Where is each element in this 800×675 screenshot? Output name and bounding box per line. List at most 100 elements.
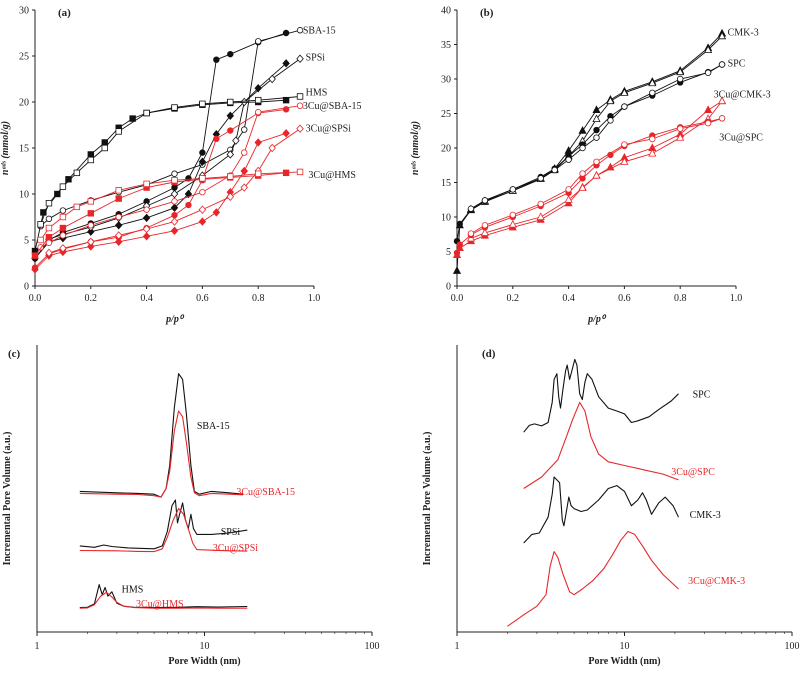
- desorption-point: [648, 148, 657, 157]
- desorption-point: [677, 75, 684, 83]
- desorption-point: [481, 197, 489, 204]
- panel-b: (b) 0 5 10 15 20 25 30 35 40 0.0 0.2 0.4 0.6 0.8 1.0 p/p…: [410, 6, 771, 326]
- desorption-point: [142, 224, 151, 234]
- desorption-point: [676, 132, 685, 141]
- adsorption-point: [198, 217, 207, 226]
- adsorption-point: [142, 232, 151, 241]
- adsorption-point: [282, 129, 290, 138]
- desorption-point: [232, 136, 240, 145]
- desorption-line: [470, 117, 723, 234]
- x-tick-label: 100: [785, 641, 800, 652]
- desorption-point: [296, 54, 304, 63]
- series-hms: [31, 93, 304, 255]
- adsorption-point: [456, 220, 463, 228]
- desorption-point: [607, 117, 614, 124]
- desorption-point: [481, 222, 489, 229]
- y-tick-label: 0: [24, 282, 29, 293]
- x-axis-label: Pore Width (nm): [168, 656, 240, 667]
- desorption-point: [296, 93, 304, 100]
- adsorption-point: [87, 227, 95, 236]
- series-spc: [523, 358, 679, 433]
- desorption-point: [115, 128, 122, 135]
- y-tick-label: 25: [441, 109, 451, 120]
- desorption-point: [579, 144, 586, 152]
- desorption-point: [676, 67, 685, 76]
- desorption-point: [101, 144, 108, 152]
- x-tick-label: 0.8: [674, 293, 687, 304]
- adsorption-point: [592, 105, 601, 114]
- series-label-spsi: SPSi: [221, 527, 241, 538]
- adsorption-point: [54, 190, 61, 198]
- desorption-point: [268, 74, 276, 84]
- series-label-3cu-hms: 3Cu@HMS: [308, 170, 356, 181]
- desorption-point: [254, 170, 262, 177]
- adsorption-point: [282, 106, 290, 113]
- panel-label: (c): [8, 348, 21, 360]
- desorption-point: [564, 195, 573, 203]
- panel-label: (a): [58, 7, 71, 19]
- desorption-point: [45, 215, 53, 223]
- series-3cu-hms: [79, 591, 248, 609]
- desorption-point: [536, 212, 545, 221]
- series-3cu-spc: [523, 401, 679, 489]
- panel-a: (a) 0 5 10 15 20 25 30 0.0 0.2 0.4 0.6 0.8 1.0 p/p⁰ nᵃᵈ…: [0, 6, 362, 326]
- desorption-point: [296, 27, 304, 34]
- series-label-3cu-spc: 3Cu@SPC: [671, 467, 715, 478]
- x-tick-label: 0.4: [140, 293, 153, 304]
- desorption-point: [579, 170, 586, 177]
- y-tick-label: 20: [441, 144, 451, 155]
- series-3cu-hms: [31, 168, 304, 259]
- desorption-point: [241, 149, 248, 156]
- desorption-line: [470, 100, 723, 239]
- desorption-point: [87, 237, 95, 247]
- series-3cu-sba-15: [79, 410, 244, 498]
- x-tick-label: 1.0: [308, 293, 321, 304]
- adsorption-point: [199, 149, 206, 156]
- x-tick-label: 0.2: [85, 293, 98, 304]
- desorption-point: [199, 175, 206, 182]
- desorption-point: [226, 150, 235, 159]
- desorption-line: [470, 64, 723, 210]
- x-tick-label: 10: [620, 641, 630, 652]
- series-label-3cu-spsi: 3Cu@SPSi: [306, 123, 352, 134]
- desorption-point: [240, 183, 248, 192]
- desorption-point: [648, 78, 657, 87]
- desorption-point: [198, 205, 207, 214]
- y-tick-label: 0: [446, 282, 451, 293]
- adsorption-point: [452, 266, 462, 274]
- desorption-point: [254, 96, 262, 104]
- y-axis-label: nᵃᵈˢ (mmol/g): [0, 121, 11, 175]
- desorption-point: [171, 198, 178, 205]
- desorption-point: [171, 104, 178, 111]
- adsorption-point: [129, 115, 136, 122]
- series-spc: [453, 61, 726, 245]
- desorption-line: [48, 58, 301, 240]
- y-axis-label: Incremental Pore Volume (a.u.): [422, 432, 433, 566]
- desorption-point: [509, 211, 516, 219]
- desorption-point: [467, 205, 475, 212]
- desorption-line: [470, 35, 723, 210]
- panel-d: (d) 1 10 100 Pore Width (nm) Incremental Pore…: [422, 345, 800, 667]
- series-sba-15: [31, 27, 304, 262]
- adsorption-point: [282, 169, 290, 177]
- desorption-point: [59, 213, 67, 221]
- adsorption-point: [240, 166, 248, 176]
- adsorption-point: [115, 195, 122, 202]
- series-cmk-3: [523, 476, 679, 544]
- adsorption-line: [456, 33, 723, 271]
- series-label-3cu-cmk-3: 3Cu@CMK-3: [688, 576, 745, 587]
- adsorption-point: [87, 210, 94, 217]
- series-label-3cu-spc: 3Cu@SPC: [719, 132, 763, 143]
- y-axis-label: nᵃᵈˢ (mmol/g): [410, 121, 421, 175]
- adsorption-point: [282, 96, 290, 104]
- x-axis-label: p/p⁰: [165, 314, 185, 325]
- y-tick-label: 25: [19, 52, 29, 63]
- series-label-spsi: SPSi: [306, 52, 326, 63]
- desorption-point: [592, 170, 601, 179]
- y-tick-label: 15: [19, 144, 29, 155]
- adsorption-point: [282, 59, 290, 68]
- adsorption-line: [34, 99, 287, 252]
- adsorption-point: [40, 209, 47, 216]
- adsorption-point: [212, 208, 221, 217]
